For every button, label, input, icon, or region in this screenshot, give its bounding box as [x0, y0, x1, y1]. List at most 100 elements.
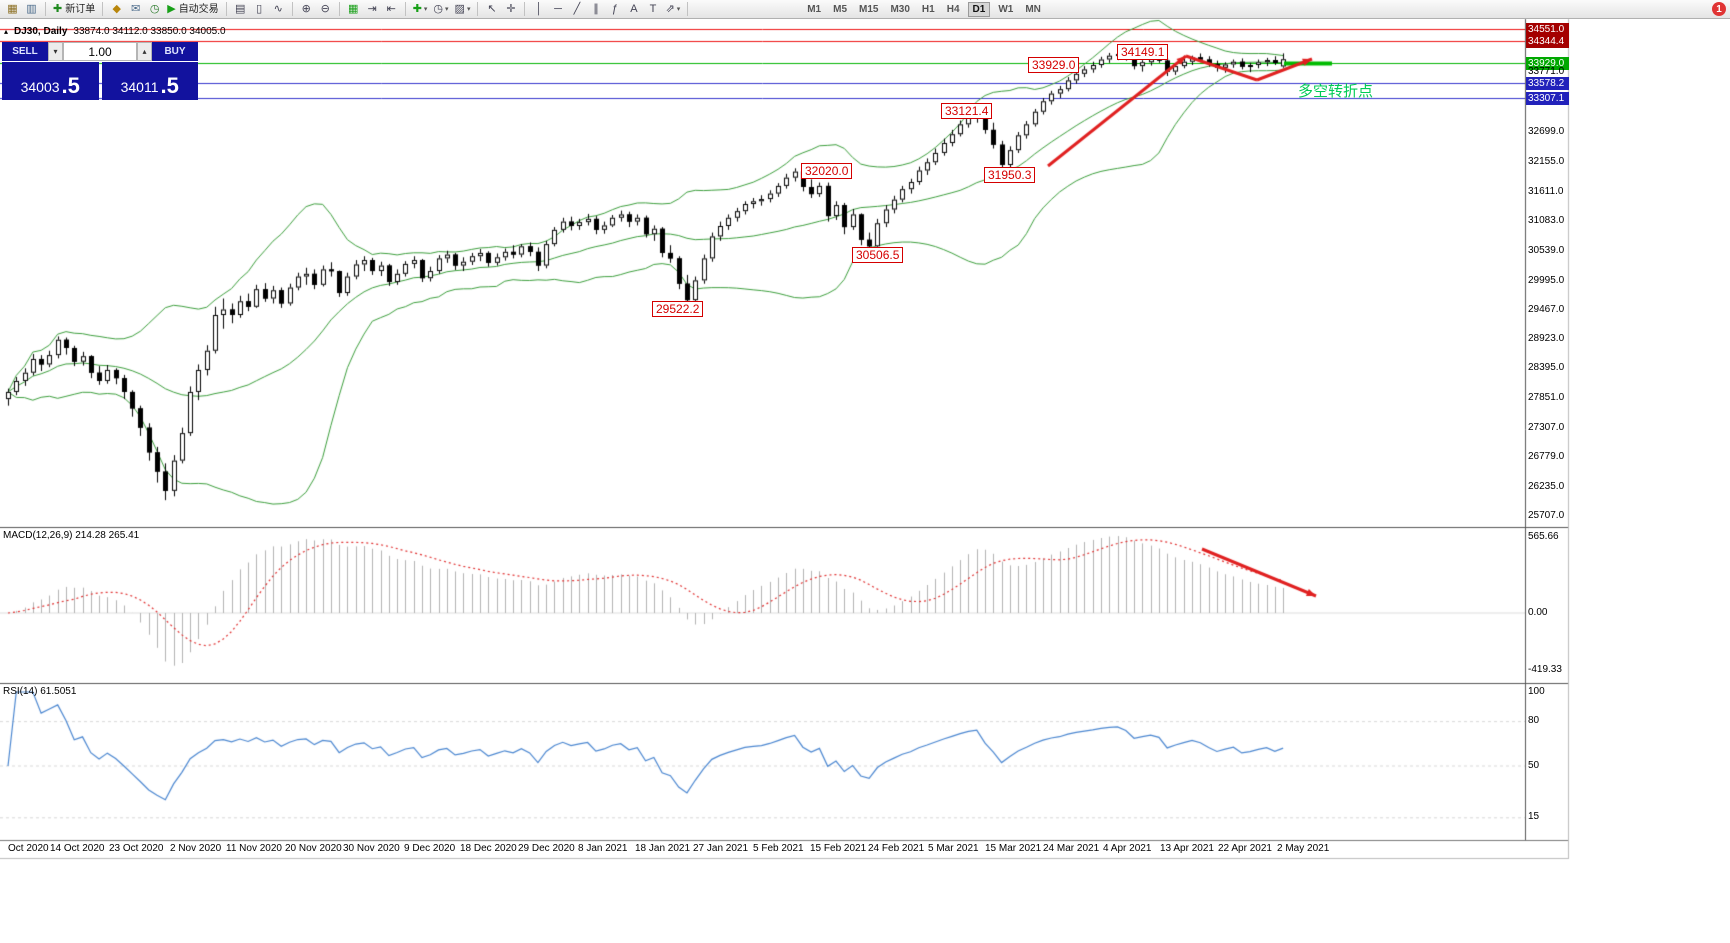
date-label: 22 Apr 2021	[1218, 843, 1272, 854]
toolbar-separator	[338, 2, 340, 16]
date-label: 18 Jan 2021	[635, 843, 691, 854]
toolbar-separator	[102, 2, 104, 16]
date-label: 9 Dec 2020	[404, 843, 456, 854]
horizontal-line-icon: ─	[554, 2, 562, 15]
price-axis[interactable]: 32699.0 32155.0 31611.0 31083.0 30539.0 29995…	[1526, 0, 1570, 943]
toolbar-button-mailbox[interactable]: ✉	[127, 2, 144, 17]
date-label: 27 Jan 2021	[693, 843, 749, 854]
date-label: Oct 2020	[8, 843, 49, 854]
notification-badge[interactable]: 1	[1712, 2, 1726, 16]
price-annotation-label: 29522.2	[652, 301, 704, 317]
volume-input[interactable]: 1.00	[63, 42, 137, 61]
sell-price-main: 34003	[20, 79, 60, 95]
toolbar-button-arrows-tool[interactable]: ⇗ ▾	[663, 2, 682, 17]
toolbar-button-fibonacci[interactable]: ƒ	[606, 2, 623, 17]
macd-scale-value: 565.66	[1528, 531, 1559, 542]
timeframe-m1[interactable]: M1	[807, 3, 822, 15]
price-tick: 29467.0	[1528, 303, 1565, 315]
buy-price[interactable]: 34011.5	[101, 62, 198, 100]
timeframe-mn[interactable]: MN	[1025, 3, 1041, 15]
date-label: 24 Mar 2021	[1043, 843, 1100, 854]
volume-decrease-button[interactable]: ▾	[48, 42, 63, 61]
autotrading-label: 自动交易	[178, 3, 219, 15]
macd-scale-value: -419.33	[1528, 664, 1562, 675]
timeframe-m30[interactable]: M30	[890, 3, 910, 15]
toolbar-button-chart-shift[interactable]: ⇤	[383, 2, 400, 17]
toolbar-button-horizontal-line[interactable]: ─	[549, 2, 566, 17]
date-label: 30 Nov 2020	[343, 843, 400, 854]
timeframe-m15[interactable]: M15	[859, 3, 879, 15]
buy-price-fraction: .5	[160, 73, 179, 98]
date-label: 15 Mar 2021	[985, 843, 1042, 854]
sell-price[interactable]: 34003.5	[2, 62, 99, 100]
timeframe-h4[interactable]: H4	[946, 3, 960, 15]
date-label: 11 Nov 2020	[226, 843, 282, 854]
toolbar-button-zoom-out[interactable]: ⊖	[317, 2, 334, 17]
toolbar-button-tile-windows[interactable]: ▦	[345, 2, 362, 17]
price-annotation-label: 33929.0	[1028, 57, 1080, 73]
date-label: 18 Dec 2020	[460, 843, 517, 854]
date-label: 2 Nov 2020	[170, 843, 222, 854]
price-tick: 26779.0	[1528, 451, 1565, 463]
timeframe-m5[interactable]: M5	[833, 3, 848, 15]
toolbar-button-auto-scroll[interactable]: ⇥	[364, 2, 381, 17]
rsi-scale-value: 15	[1528, 811, 1540, 822]
toolbar-button-candlestick-mode[interactable]: ▯	[251, 2, 268, 17]
price-annotation-label: 30506.5	[852, 247, 904, 263]
periods-caret-icon: ▾	[445, 5, 449, 13]
toolbar-button-text-label[interactable]: T	[644, 2, 661, 17]
timeframe-d1[interactable]: D1	[967, 1, 991, 17]
sell-price-fraction: .5	[61, 73, 80, 98]
autotrading-icon: ▶	[167, 2, 176, 15]
macd-indicator-label: MACD(12,26,9) 214.28 265.41	[3, 530, 140, 541]
toolbar-button-templates[interactable]: ▨ ▾	[453, 2, 473, 17]
toolbar-button-new-chart[interactable]: ▦	[4, 2, 21, 17]
price-annotation-label: 34149.1	[1117, 44, 1169, 60]
price-tick: 31083.0	[1528, 214, 1565, 226]
toolbar-button-vertical-line[interactable]: │	[530, 2, 547, 17]
toolbar-button-indicators[interactable]: ✚ ▾	[411, 2, 430, 17]
one-click-trading-toggle-icon[interactable]: ▴	[4, 27, 9, 36]
date-label: 5 Mar 2021	[928, 843, 979, 854]
date-label: 5 Feb 2021	[753, 843, 804, 854]
new-order-icon: ✚	[53, 2, 63, 15]
toolbar-button-chart-profiles[interactable]: ▥	[23, 2, 40, 17]
toolbar-button-cursor[interactable]: ↖	[483, 2, 500, 17]
date-label: 15 Feb 2021	[810, 843, 867, 854]
tile-windows-icon: ▦	[347, 2, 359, 15]
price-tick: 27851.0	[1528, 392, 1565, 404]
date-label: 2 May 2021	[1277, 843, 1330, 854]
toolbar-button-autotrading[interactable]: ▶ 自动交易	[165, 2, 220, 17]
date-axis[interactable]: Oct 2020 14 Oct 2020 23 Oct 2020 2 Nov 2020…	[0, 842, 1525, 857]
toolbar-button-economic-calendar[interactable]: ◷	[146, 2, 163, 17]
chart-ohlc-values: 33874.0 34112.0 33850.0 34005.0	[73, 26, 226, 37]
price-line-label: 33307.1	[1526, 91, 1569, 105]
chart-title-row: ▴ DJ30, Daily 33874.0 34112.0 33850.0 34…	[4, 26, 226, 37]
templates-caret-icon: ▾	[466, 5, 471, 13]
toolbar-button-line-chart-mode[interactable]: ∿	[270, 2, 287, 17]
price-tick: 29995.0	[1528, 274, 1565, 286]
toolbar-button-crosshair[interactable]: ✛	[502, 2, 519, 17]
toolbar-button-text[interactable]: A	[625, 2, 642, 17]
buy-button[interactable]: BUY	[152, 42, 198, 61]
toolbar-button-trendline[interactable]: ╱	[568, 2, 585, 17]
price-tick: 32155.0	[1528, 155, 1565, 167]
volume-increase-button[interactable]: ▴	[137, 42, 152, 61]
price-line-label: 33929.0	[1526, 57, 1569, 71]
toolbar-button-market-depth[interactable]: ◆	[108, 2, 125, 17]
auto-scroll-icon: ⇥	[367, 2, 377, 15]
chart-symbol-period: DJ30, Daily	[14, 26, 68, 37]
toolbar-button-equidistant-channel[interactable]: ∥	[587, 2, 604, 17]
mailbox-icon: ✉	[131, 2, 141, 15]
timeframe-w1[interactable]: W1	[998, 3, 1014, 15]
text-icon: A	[630, 2, 638, 15]
toolbar-button-periods[interactable]: ◷ ▾	[431, 2, 450, 17]
timeframe-h1[interactable]: H1	[921, 3, 935, 15]
toolbar-buttons: ▦ ▥ ✚ 新订单 ◆ ✉ ◷ ▶ 自动交易 ▤ ▯ ∿ ⊕ ⊖ ▦ ⇥ ⇤ ✚ ▾ ◷ ▾ ▨ ▾ ↖ ✛ │ ─ ╱ ∥ ƒ A T ⇗ ▾	[4, 2, 691, 17]
date-label: 8 Jan 2021	[578, 843, 628, 854]
toolbar-button-bar-chart-mode[interactable]: ▤	[232, 2, 249, 17]
sell-button[interactable]: SELL	[2, 42, 48, 61]
toolbar-button-zoom-in[interactable]: ⊕	[298, 2, 315, 17]
toolbar-button-new-order[interactable]: ✚ 新订单	[51, 2, 97, 17]
